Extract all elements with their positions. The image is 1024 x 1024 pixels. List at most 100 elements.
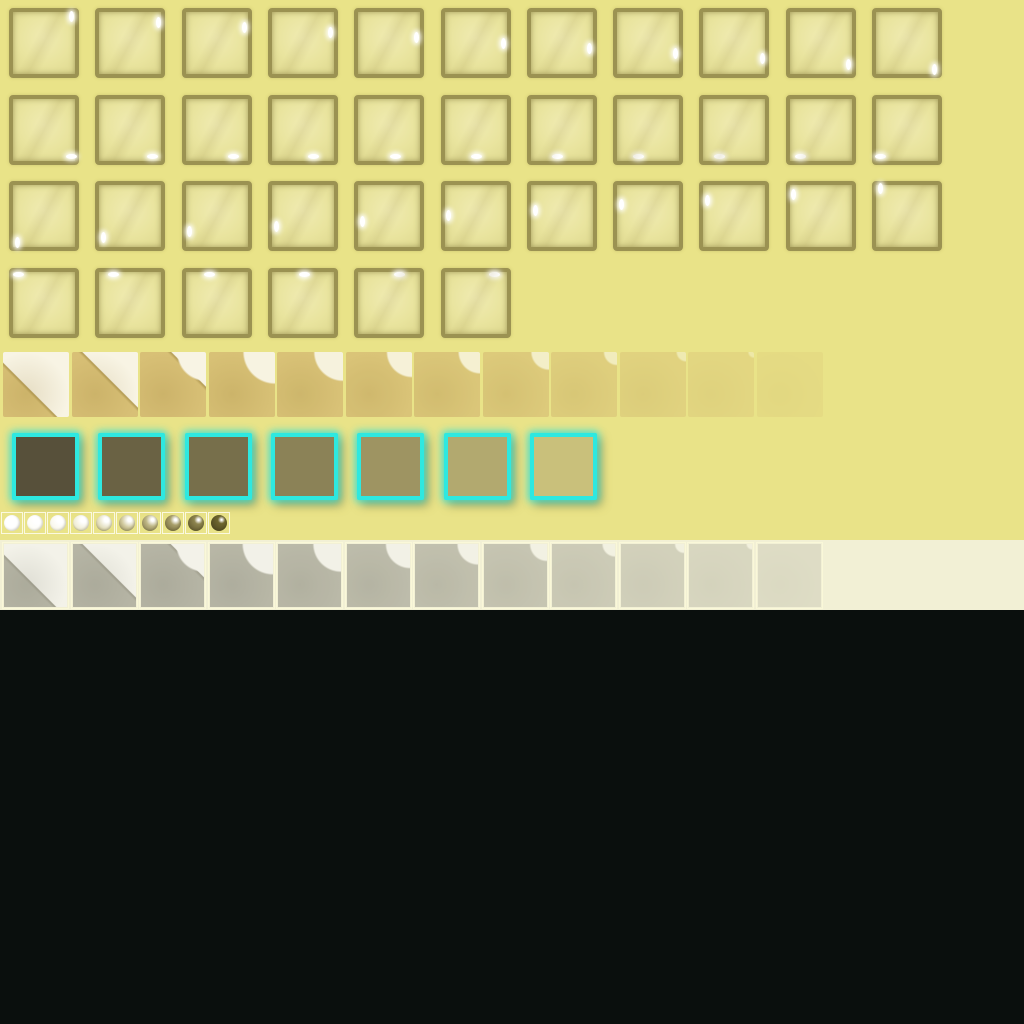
frame-sprite: [95, 94, 166, 165]
gray-page-curl-sprite: [689, 544, 752, 607]
teal-frame-sprite: [12, 433, 79, 500]
orb-cell: [185, 512, 207, 534]
frame-sprite: [95, 181, 166, 251]
gold-page-curl-sprite: [414, 352, 480, 417]
gray-page-curl-sprite: [346, 544, 410, 607]
orb-cell: [47, 512, 69, 534]
gold-page-curl-sprite: [619, 352, 686, 417]
orb-cell: [93, 512, 115, 534]
gray-curl-cell: [276, 542, 343, 609]
frame-sprite: [440, 8, 511, 78]
gray-curl-cell: [413, 542, 480, 609]
orb-sphere: [119, 515, 135, 531]
frame-sprite: [95, 267, 166, 338]
orb-sphere: [27, 515, 43, 531]
frame-sprite: [699, 181, 770, 251]
frame-sprite: [267, 94, 338, 165]
gray-curl-cell: [550, 542, 617, 609]
gold-page-curl-sprite: [3, 352, 69, 417]
gray-page-curl-sprite: [620, 544, 684, 607]
gray-curl-cell: [2, 542, 69, 609]
gray-curl-cell: [344, 542, 412, 609]
gray-page-curl-sprite: [72, 544, 136, 607]
gray-curl-cell: [207, 542, 275, 609]
teal-frame-sprite: [184, 433, 252, 500]
gold-page-curl-sprite: [688, 352, 754, 417]
orb-sphere: [165, 515, 181, 531]
frame-sprite: [785, 181, 856, 251]
empty-black-region: [0, 610, 1024, 1024]
orb-sphere: [73, 515, 89, 531]
gray-curl-cell: [687, 542, 754, 609]
gray-curl-cell: [481, 542, 549, 609]
frame-sprite: [526, 181, 597, 251]
gray-page-curl-sprite: [209, 544, 273, 607]
orb-sphere: [96, 515, 112, 531]
frame-sprite: [181, 267, 252, 338]
gold-page-curl-sprite: [482, 352, 549, 417]
gray-curl-cell: [755, 542, 823, 609]
frame-sprite: [526, 8, 597, 78]
teal-frame-sprite: [529, 433, 597, 500]
frame-sprite: [9, 8, 79, 78]
frame-sprite: [267, 181, 338, 251]
frame-sprite: [613, 94, 684, 165]
orb-cell: [70, 512, 92, 534]
gray-curl-cell: [618, 542, 686, 609]
frame-sprite: [526, 94, 597, 165]
orb-sphere: [188, 515, 204, 531]
gray-page-curl-strip: [0, 540, 1024, 610]
frame-sprite: [267, 267, 338, 338]
gray-page-curl-sprite: [4, 544, 67, 607]
frame-sprite: [699, 8, 770, 78]
frame-sprite: [872, 8, 942, 78]
gray-page-curl-sprite: [278, 544, 341, 607]
frame-sprite: [9, 267, 79, 338]
gray-page-curl-sprite: [141, 544, 204, 607]
frame-sprite: [9, 94, 79, 165]
orb-sphere: [211, 515, 227, 531]
orb-cell: [116, 512, 138, 534]
frame-sprite: [699, 94, 770, 165]
gold-page-curl-sprite: [756, 352, 823, 417]
frame-sprite: [440, 94, 511, 165]
teal-frame-sprite: [443, 433, 511, 500]
teal-frame-sprite: [270, 433, 338, 500]
orb-cell: [24, 512, 46, 534]
frame-sprite: [440, 181, 511, 251]
gold-page-curl-sprite: [277, 352, 343, 417]
frame-sprite: [354, 8, 425, 78]
gold-page-curl-sprite: [208, 352, 275, 417]
frame-sprite: [95, 8, 166, 78]
orb-cell: [162, 512, 184, 534]
frame-sprite: [9, 181, 79, 251]
frame-sprite: [440, 267, 511, 338]
frame-sprite: [181, 181, 252, 251]
gray-curl-cell: [139, 542, 206, 609]
teal-frame-sprite: [98, 433, 166, 500]
gray-page-curl-sprite: [552, 544, 615, 607]
frame-sprite: [181, 8, 252, 78]
gray-curl-cell: [70, 542, 138, 609]
gray-page-curl-sprite: [415, 544, 478, 607]
frame-sprite: [354, 94, 425, 165]
orb-sphere: [50, 515, 66, 531]
frame-sprite: [872, 181, 942, 251]
orb-cell: [208, 512, 230, 534]
frame-sprite: [872, 94, 942, 165]
gold-page-curl-sprite: [345, 352, 412, 417]
frame-sprite: [785, 94, 856, 165]
gold-page-curl-sprite: [551, 352, 617, 417]
frame-sprite: [354, 181, 425, 251]
frame-sprite: [181, 94, 252, 165]
teal-frame-sprite: [357, 433, 425, 500]
gray-page-curl-sprite: [483, 544, 547, 607]
orb-sphere: [142, 515, 158, 531]
frame-sprite: [613, 181, 684, 251]
orb-cell: [139, 512, 161, 534]
